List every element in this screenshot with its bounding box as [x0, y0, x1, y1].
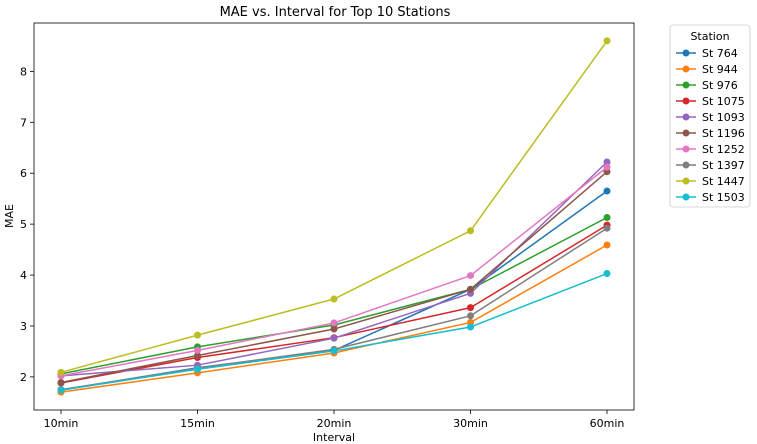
- x-tick-label: 10min: [44, 417, 79, 430]
- legend-swatch-marker: [682, 97, 690, 105]
- y-axis-title: MAE: [3, 204, 16, 228]
- data-point: [330, 319, 338, 327]
- y-tick-label: 5: [20, 218, 27, 231]
- data-point: [467, 312, 474, 320]
- data-point: [330, 334, 338, 342]
- data-point: [603, 187, 611, 195]
- data-point: [467, 285, 474, 293]
- legend-entry-label: St 1397: [702, 159, 745, 172]
- x-tick-label: 15min: [180, 417, 215, 430]
- y-tick-label: 3: [20, 320, 27, 333]
- data-point: [467, 304, 474, 312]
- data-point: [57, 379, 65, 387]
- legend-swatch-marker: [682, 129, 690, 137]
- legend-entry-label: St 1093: [702, 111, 745, 124]
- series-line: [60, 161, 608, 377]
- legend-title: Station: [690, 30, 729, 43]
- x-tick-label: 30min: [453, 417, 488, 430]
- data-point: [603, 224, 611, 232]
- legend-entry-label: St 1196: [702, 127, 745, 140]
- data-point: [330, 325, 338, 333]
- data-point: [194, 346, 201, 354]
- legend-swatch-marker: [682, 81, 690, 89]
- y-tick-label: 4: [20, 269, 27, 282]
- data-point: [467, 272, 474, 280]
- data-point: [330, 295, 338, 303]
- data-point: [467, 227, 474, 235]
- x-tick-label: 20min: [317, 417, 352, 430]
- legend-entry-label: St 1252: [702, 143, 745, 156]
- y-axis: 2 3 4 5 6 7 8: [20, 65, 34, 384]
- legend-entry-label: St 1447: [702, 175, 745, 188]
- legend-swatch-marker: [682, 145, 690, 153]
- x-axis: 10min 15min 20min 30min 60min: [44, 410, 625, 430]
- chart-title: MAE vs. Interval for Top 10 Stations: [220, 5, 451, 20]
- y-tick-label: 6: [20, 167, 27, 180]
- y-tick-label: 7: [20, 116, 27, 129]
- series-st-1252: [57, 163, 611, 380]
- data-point: [603, 37, 611, 45]
- data-point: [603, 214, 611, 222]
- series-line: [60, 166, 608, 377]
- y-tick-label: 2: [20, 371, 27, 384]
- series-st-1503: [57, 270, 611, 394]
- series-st-1196: [57, 168, 611, 387]
- data-point: [603, 270, 611, 278]
- x-tick-label: 60min: [590, 417, 625, 430]
- legend-entry-label: St 944: [702, 63, 738, 76]
- legend-entry-label: St 764: [702, 47, 738, 60]
- data-point: [603, 163, 611, 171]
- legend-swatch-marker: [682, 49, 690, 57]
- legend-swatch-marker: [682, 193, 690, 201]
- data-point: [603, 241, 611, 249]
- legend-box: [669, 24, 751, 208]
- legend-swatch-marker: [682, 113, 690, 121]
- data-point: [194, 331, 201, 339]
- legend-entry-label: St 1075: [702, 95, 745, 108]
- data-point: [194, 352, 201, 360]
- series-line: [60, 224, 608, 384]
- y-tick-label: 8: [20, 65, 27, 78]
- series-st-1447: [57, 37, 611, 376]
- data-point: [603, 158, 611, 166]
- data-point: [194, 365, 201, 373]
- series-line: [60, 227, 608, 391]
- legend-entry-label: St 1503: [702, 191, 745, 204]
- legend-swatch-marker: [682, 177, 690, 185]
- legend-swatch-marker: [682, 65, 690, 73]
- series-layer: [57, 37, 611, 396]
- series-st-944: [57, 241, 611, 396]
- data-point: [330, 347, 338, 355]
- data-point: [467, 323, 474, 331]
- legend-swatch-marker: [682, 161, 690, 169]
- x-axis-title: Interval: [313, 431, 355, 444]
- legend-entry-label: St 976: [702, 79, 738, 92]
- data-point: [57, 368, 65, 376]
- legend: Station St 764 St 944 St 976 St 1075 St 1093 S…: [669, 24, 751, 208]
- data-point: [57, 386, 65, 394]
